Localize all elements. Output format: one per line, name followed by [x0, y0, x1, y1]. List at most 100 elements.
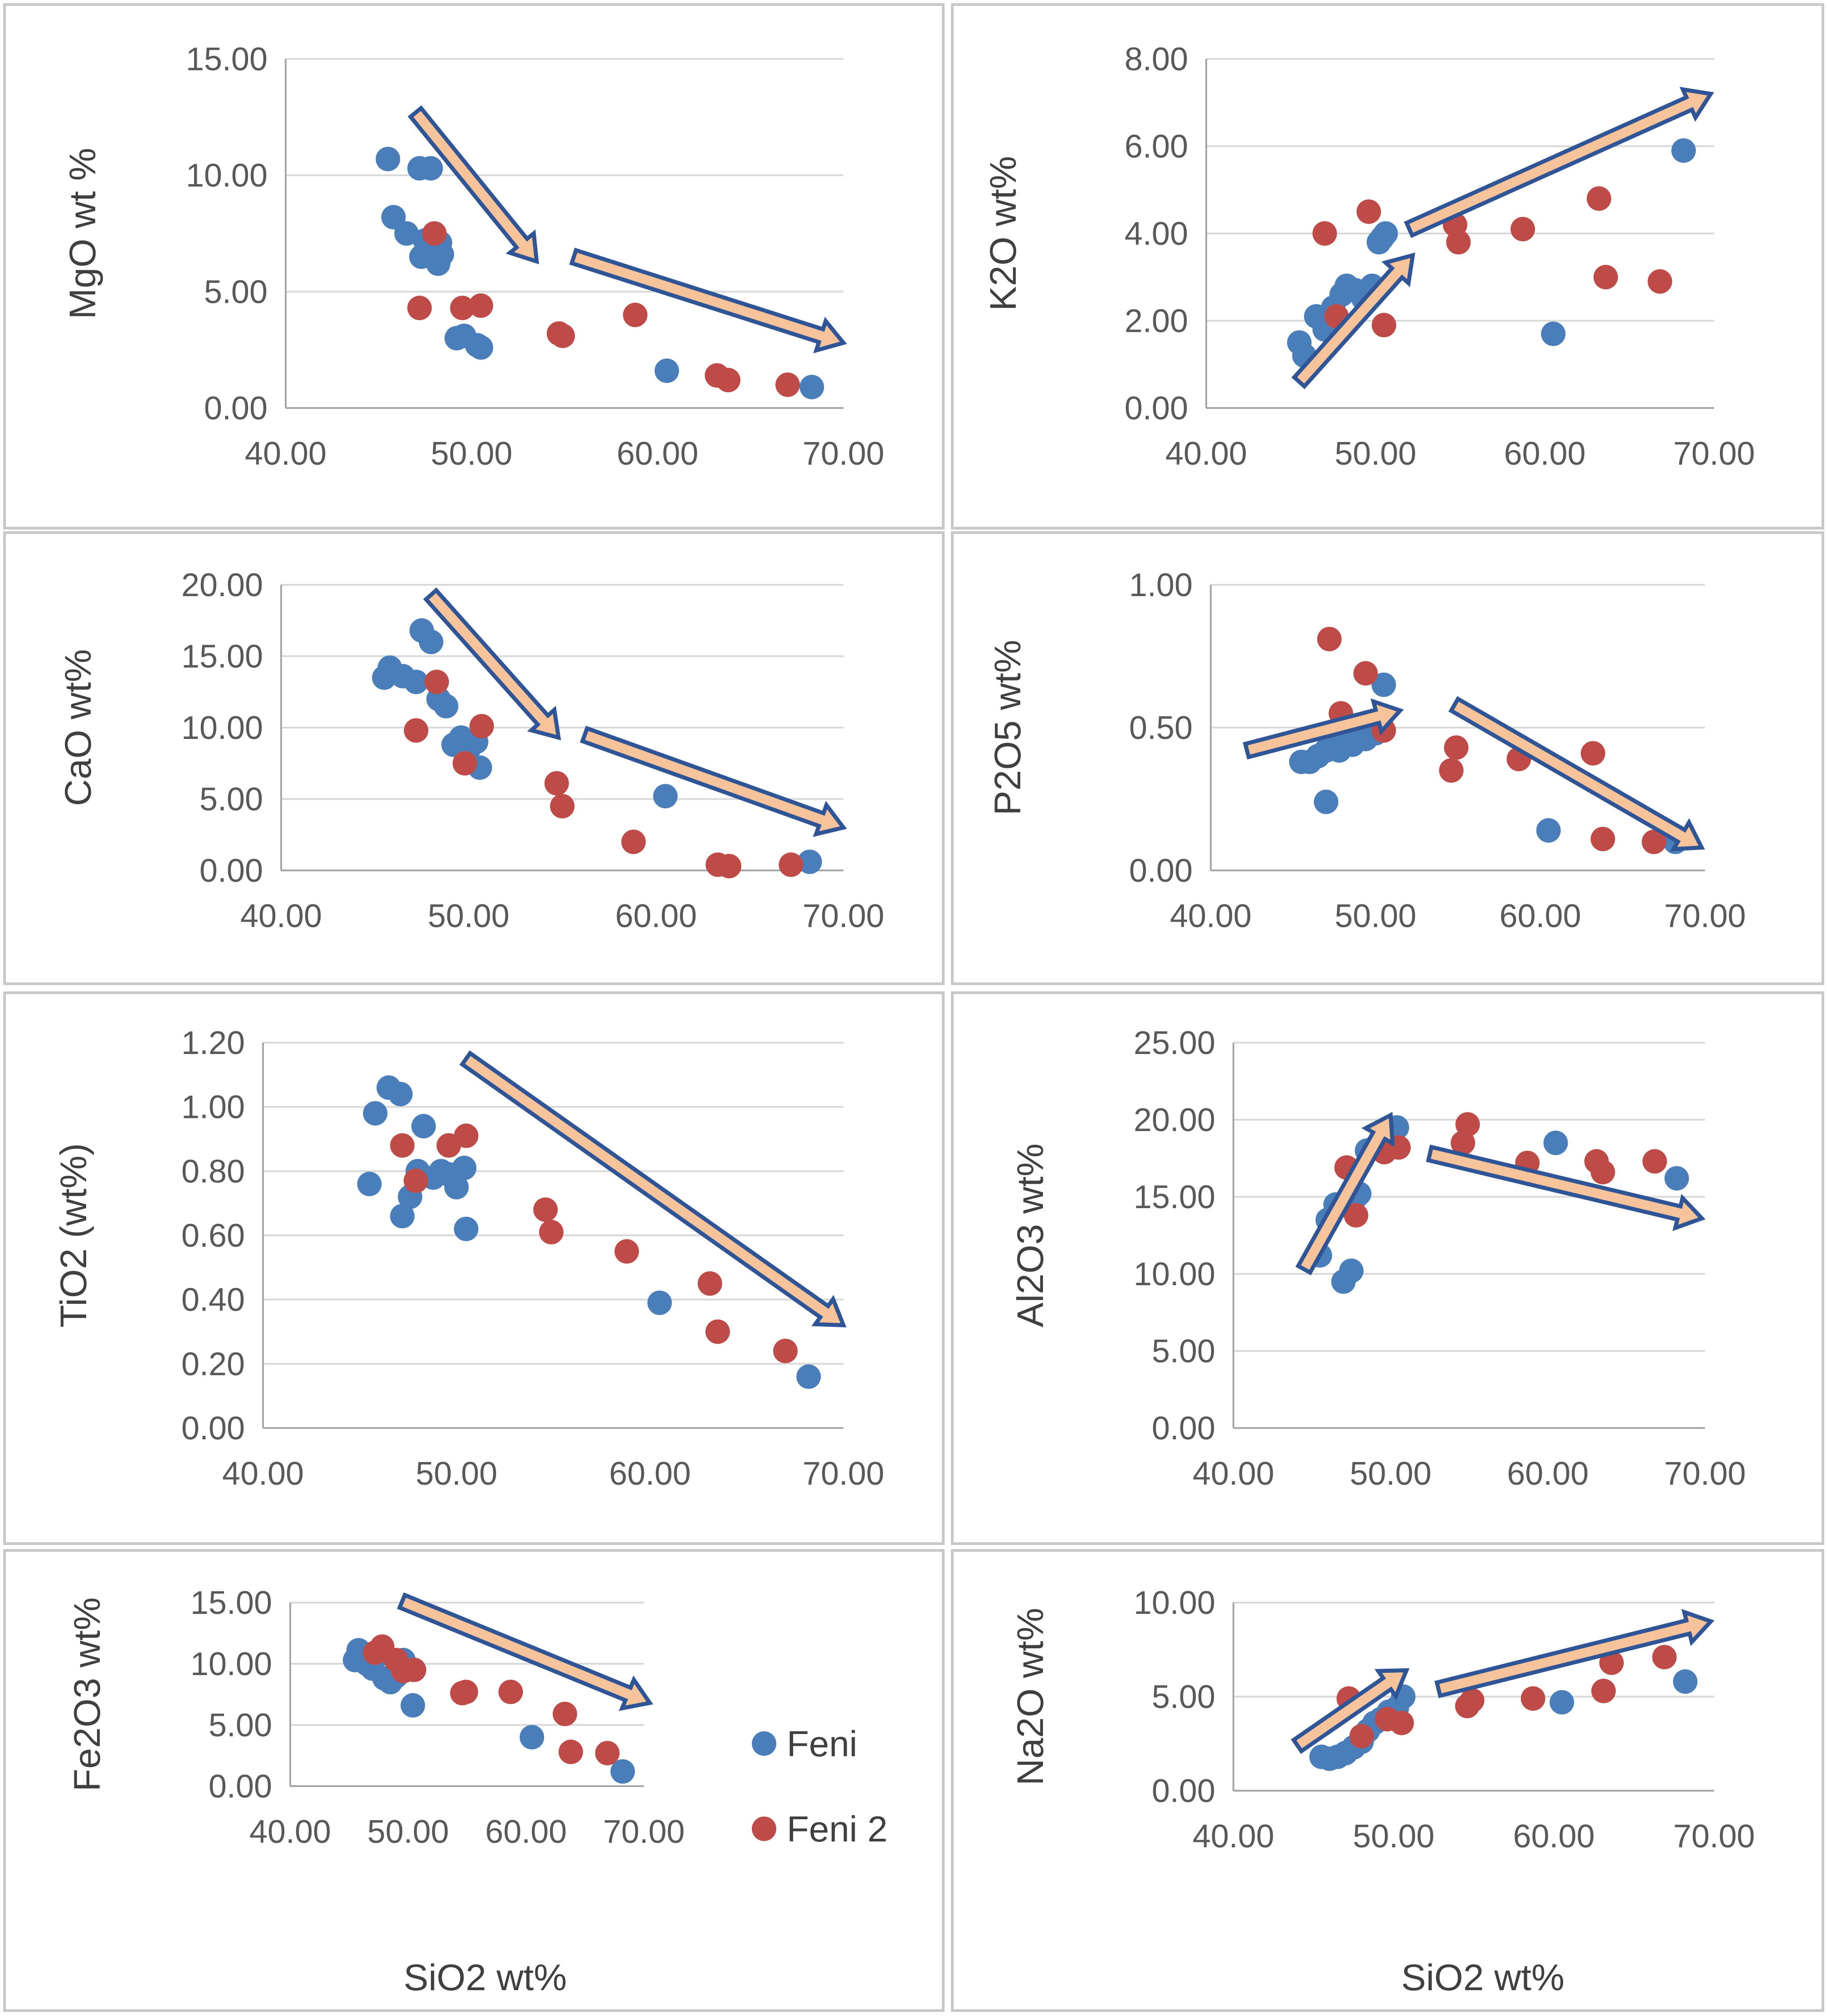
y-tick-label: 0.20 [181, 1346, 245, 1382]
x-tick-label: 40.00 [245, 436, 326, 472]
y-axis-title-na2o: Na2O wt% [1010, 1608, 1051, 1786]
x-tick-label: 60.00 [609, 1456, 691, 1492]
panel-frame-5 [3, 991, 945, 1545]
data-point [1591, 1679, 1616, 1704]
x-tick-label: 40.00 [1165, 436, 1247, 472]
x-tick-label: 60.00 [1507, 1456, 1588, 1492]
data-point [1455, 1112, 1480, 1137]
data-point [796, 1364, 821, 1389]
data-point [1673, 1669, 1698, 1694]
y-tick-label: 0.00 [1152, 1410, 1215, 1447]
y-tick-label: 0.00 [200, 853, 263, 889]
x-tick-label: 50.00 [1335, 436, 1416, 472]
data-point [595, 1741, 620, 1766]
data-point [454, 1216, 478, 1241]
x-tick-label: 50.00 [416, 1456, 497, 1492]
data-point [454, 1123, 478, 1148]
y-tick-label: 0.00 [209, 1768, 272, 1805]
x-tick-label: 70.00 [803, 1456, 884, 1492]
panel-al2o3: 0.00 5.00 10.00 15.00 20.00 25.00 40.00 50.00 60… [1010, 1025, 1746, 1492]
data-point [1642, 1149, 1667, 1174]
y-tick-label: 0.00 [204, 390, 268, 427]
chart-panels: 0.00 5.00 10.00 15.00 40.00 50.00 60.00 70.00 Mg… [53, 41, 1755, 1855]
x-tick-label: 50.00 [367, 1814, 449, 1850]
data-point [1671, 138, 1696, 163]
data-point [444, 1175, 469, 1200]
y-tick-label: 15.00 [1134, 1179, 1215, 1215]
y-tick-label: 10.00 [1134, 1585, 1215, 1621]
data-point [1339, 1258, 1364, 1283]
trend-arrow-1 [1291, 252, 1415, 389]
panel-fe2o3: 0.00 5.00 10.00 15.00 40.00 50.00 60.00 70.00 Fe… [67, 1585, 685, 1850]
series-feni-2 [363, 1634, 620, 1766]
y-tick-label: 10.00 [186, 158, 268, 194]
data-point [1664, 1166, 1689, 1191]
data-point [375, 146, 400, 171]
data-point [1652, 1645, 1677, 1670]
data-point [453, 1680, 478, 1705]
data-point [1314, 789, 1339, 814]
trend-arrow-1 [423, 587, 561, 741]
data-point [550, 794, 575, 819]
x-tick-label: 40.00 [240, 898, 322, 934]
x-tick-label: 70.00 [1673, 436, 1755, 472]
trend-arrow-2 [569, 248, 847, 354]
x-tick-label: 70.00 [1673, 1818, 1755, 1855]
data-point [422, 221, 447, 246]
legend: Feni Feni 2 [752, 1724, 887, 1849]
y-tick-label: 6.00 [1125, 129, 1188, 165]
trend-arrow-2 [580, 725, 847, 837]
data-point [1451, 1131, 1476, 1155]
data-point [647, 1290, 672, 1315]
series-feni-2 [1336, 1645, 1677, 1749]
data-point [1549, 1690, 1574, 1715]
x-tick-label: 40.00 [1170, 898, 1252, 934]
x-tick-label: 60.00 [1513, 1818, 1595, 1855]
data-point [544, 771, 569, 796]
x-tick-label: 70.00 [1664, 898, 1746, 934]
x-tick-label: 60.00 [1504, 436, 1586, 472]
y-tick-label: 0.00 [1152, 1773, 1215, 1809]
y-tick-label: 15.00 [186, 41, 268, 78]
y-tick-label: 0.60 [181, 1218, 245, 1254]
data-point [1389, 1710, 1414, 1735]
data-point [424, 670, 449, 695]
y-axis-title-p2o5: P2O5 wt% [987, 640, 1028, 815]
y-axis-title-al2o3: Al2O3 wt% [1010, 1143, 1051, 1327]
data-point [697, 1271, 722, 1296]
data-point [1590, 1160, 1615, 1185]
data-point [705, 1319, 730, 1344]
data-point [1439, 758, 1464, 783]
series-feni-2 [1317, 627, 1666, 854]
data-point [390, 1204, 415, 1229]
x-tick-label: 60.00 [485, 1814, 567, 1850]
data-point [434, 694, 458, 719]
y-tick-label: 5.00 [200, 782, 263, 818]
data-point [419, 630, 443, 654]
x-tick-label: 60.00 [615, 898, 697, 934]
x-tick-label: 50.00 [1353, 1818, 1434, 1855]
panel-frame-7 [3, 1549, 945, 2012]
x-tick-label: 70.00 [603, 1814, 685, 1850]
y-tick-label: 5.00 [1152, 1679, 1215, 1715]
y-axis-title-fe2o3: Fe2O3 wt% [67, 1597, 108, 1791]
data-point [610, 1759, 635, 1784]
data-point [552, 1701, 577, 1726]
data-point [411, 1114, 436, 1139]
data-point [400, 1693, 425, 1718]
data-point [1593, 265, 1618, 290]
trend-arrow-2 [1448, 696, 1705, 851]
y-tick-label: 0.50 [1129, 710, 1193, 746]
y-axis-title-mgo: MgO wt % [62, 148, 103, 319]
x-tick-label: 40.00 [1193, 1818, 1274, 1855]
panel-cao: 0.00 5.00 10.00 15.00 20.00 40.00 50.00 60.00 70… [58, 567, 884, 934]
data-point [404, 670, 429, 695]
x-tick-label: 50.00 [1335, 898, 1416, 934]
trend-arrow-1 [397, 1592, 653, 1711]
data-point [1372, 313, 1396, 338]
panel-tio2: 0.00 0.20 0.40 0.60 0.80 1.00 1.20 40.00 50.00 60… [53, 1025, 884, 1492]
x-tick-label: 50.00 [431, 436, 512, 472]
x-tick-label: 60.00 [617, 436, 698, 472]
y-tick-label: 1.00 [1129, 567, 1193, 603]
data-point [539, 1219, 564, 1244]
